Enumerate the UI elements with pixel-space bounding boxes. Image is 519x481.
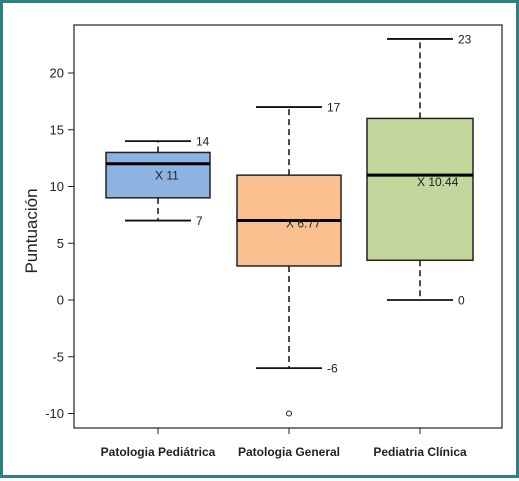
x-category-label: Patologia General [238,445,340,459]
y-tick-label: 10 [50,179,64,194]
x-axis: Patologia Pediátrica Patologia General Ped… [101,428,467,459]
x-category-label: Pediatria Clínica [373,445,467,459]
max-label: 23 [458,32,472,46]
iqr-box [105,151,211,199]
box-group: X 10.44 23 0 [366,32,474,308]
iqr-box [366,117,474,262]
y-tick-label: 15 [50,122,64,137]
y-axis: -10 -5 0 5 10 15 20 [45,66,74,421]
y-axis-label: Puntuación [22,188,41,273]
y-tick-label: -5 [52,349,64,364]
outlier-point [286,410,292,417]
box-group: X 11 14 7 [105,135,211,228]
y-tick-label: 0 [57,293,64,308]
boxes: X 11 14 7 X 6.77 17 -6 X 10.44 23 0 [105,32,474,417]
y-tick-label: -10 [45,406,64,421]
min-label: -6 [327,362,338,376]
y-tick-label: 20 [50,66,64,81]
mean-label: X 6.77 [286,217,321,231]
boxplot-chart: -10 -5 0 5 10 15 20 X 11 14 7 X 6.77 17 -6 X 10.44 23… [22,24,503,459]
max-label: 14 [196,135,210,149]
min-label: 0 [458,294,465,308]
mean-label: X 11 [155,169,179,183]
min-label: 7 [196,214,203,228]
mean-label: X 10.44 [417,175,459,189]
box-group: X 6.77 17 -6 [236,101,342,417]
x-category-label: Patologia Pediátrica [101,445,216,459]
max-label: 17 [327,101,341,115]
y-tick-label: 5 [57,236,64,251]
